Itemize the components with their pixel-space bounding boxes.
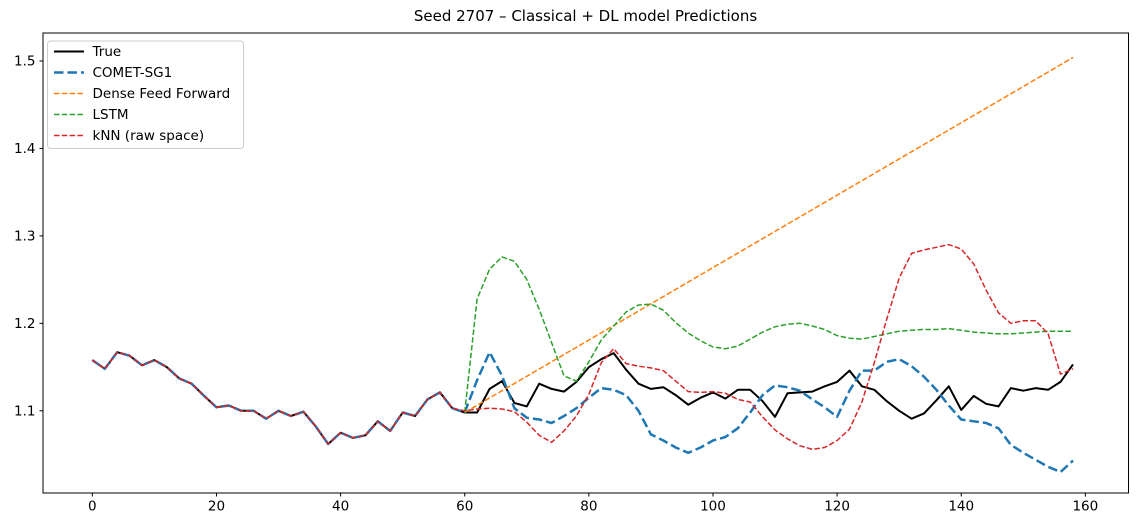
legend-label: LSTM <box>93 107 129 123</box>
x-tick-label: 40 <box>332 499 349 515</box>
series-line-true <box>91 351 1074 445</box>
legend-label: Dense Feed Forward <box>93 86 231 102</box>
y-tick-label: 1.4 <box>14 141 35 157</box>
x-tick-label: 120 <box>824 499 850 515</box>
chart-title: Seed 2707 – Classical + DL model Predict… <box>414 7 757 25</box>
series-layer <box>91 56 1074 474</box>
legend-layer: True COMET-SG1 Dense Feed Forward LSTM kNN (… <box>47 40 244 149</box>
y-tick-label: 1.5 <box>14 53 35 69</box>
series-line-lstm <box>463 256 1073 413</box>
x-tick-label: 100 <box>700 499 726 515</box>
y-tick-label: 1.2 <box>14 316 35 332</box>
series-line-dense-feed-forward <box>464 56 1074 414</box>
legend-label: True <box>92 44 122 60</box>
x-tick-label: 80 <box>580 499 597 515</box>
legend-label: COMET-SG1 <box>93 65 173 81</box>
legend-box <box>47 40 244 149</box>
series-line-knn-raw-space <box>91 243 1074 451</box>
x-tick-label: 60 <box>456 499 473 515</box>
axes-layer: 0 20 40 60 80 100 120 140 160 1.1 1.2 1.3 1.4 1.5 <box>14 32 1129 515</box>
x-tick-label: 0 <box>88 499 97 515</box>
x-tick-label: 160 <box>1072 499 1098 515</box>
legend-label: kNN (raw space) <box>93 128 205 144</box>
y-tick-label: 1.3 <box>14 228 35 244</box>
x-tick-label: 140 <box>948 499 974 515</box>
y-tick-label: 1.1 <box>14 403 35 419</box>
plot-border <box>42 32 1129 494</box>
x-tick-label: 20 <box>208 499 225 515</box>
